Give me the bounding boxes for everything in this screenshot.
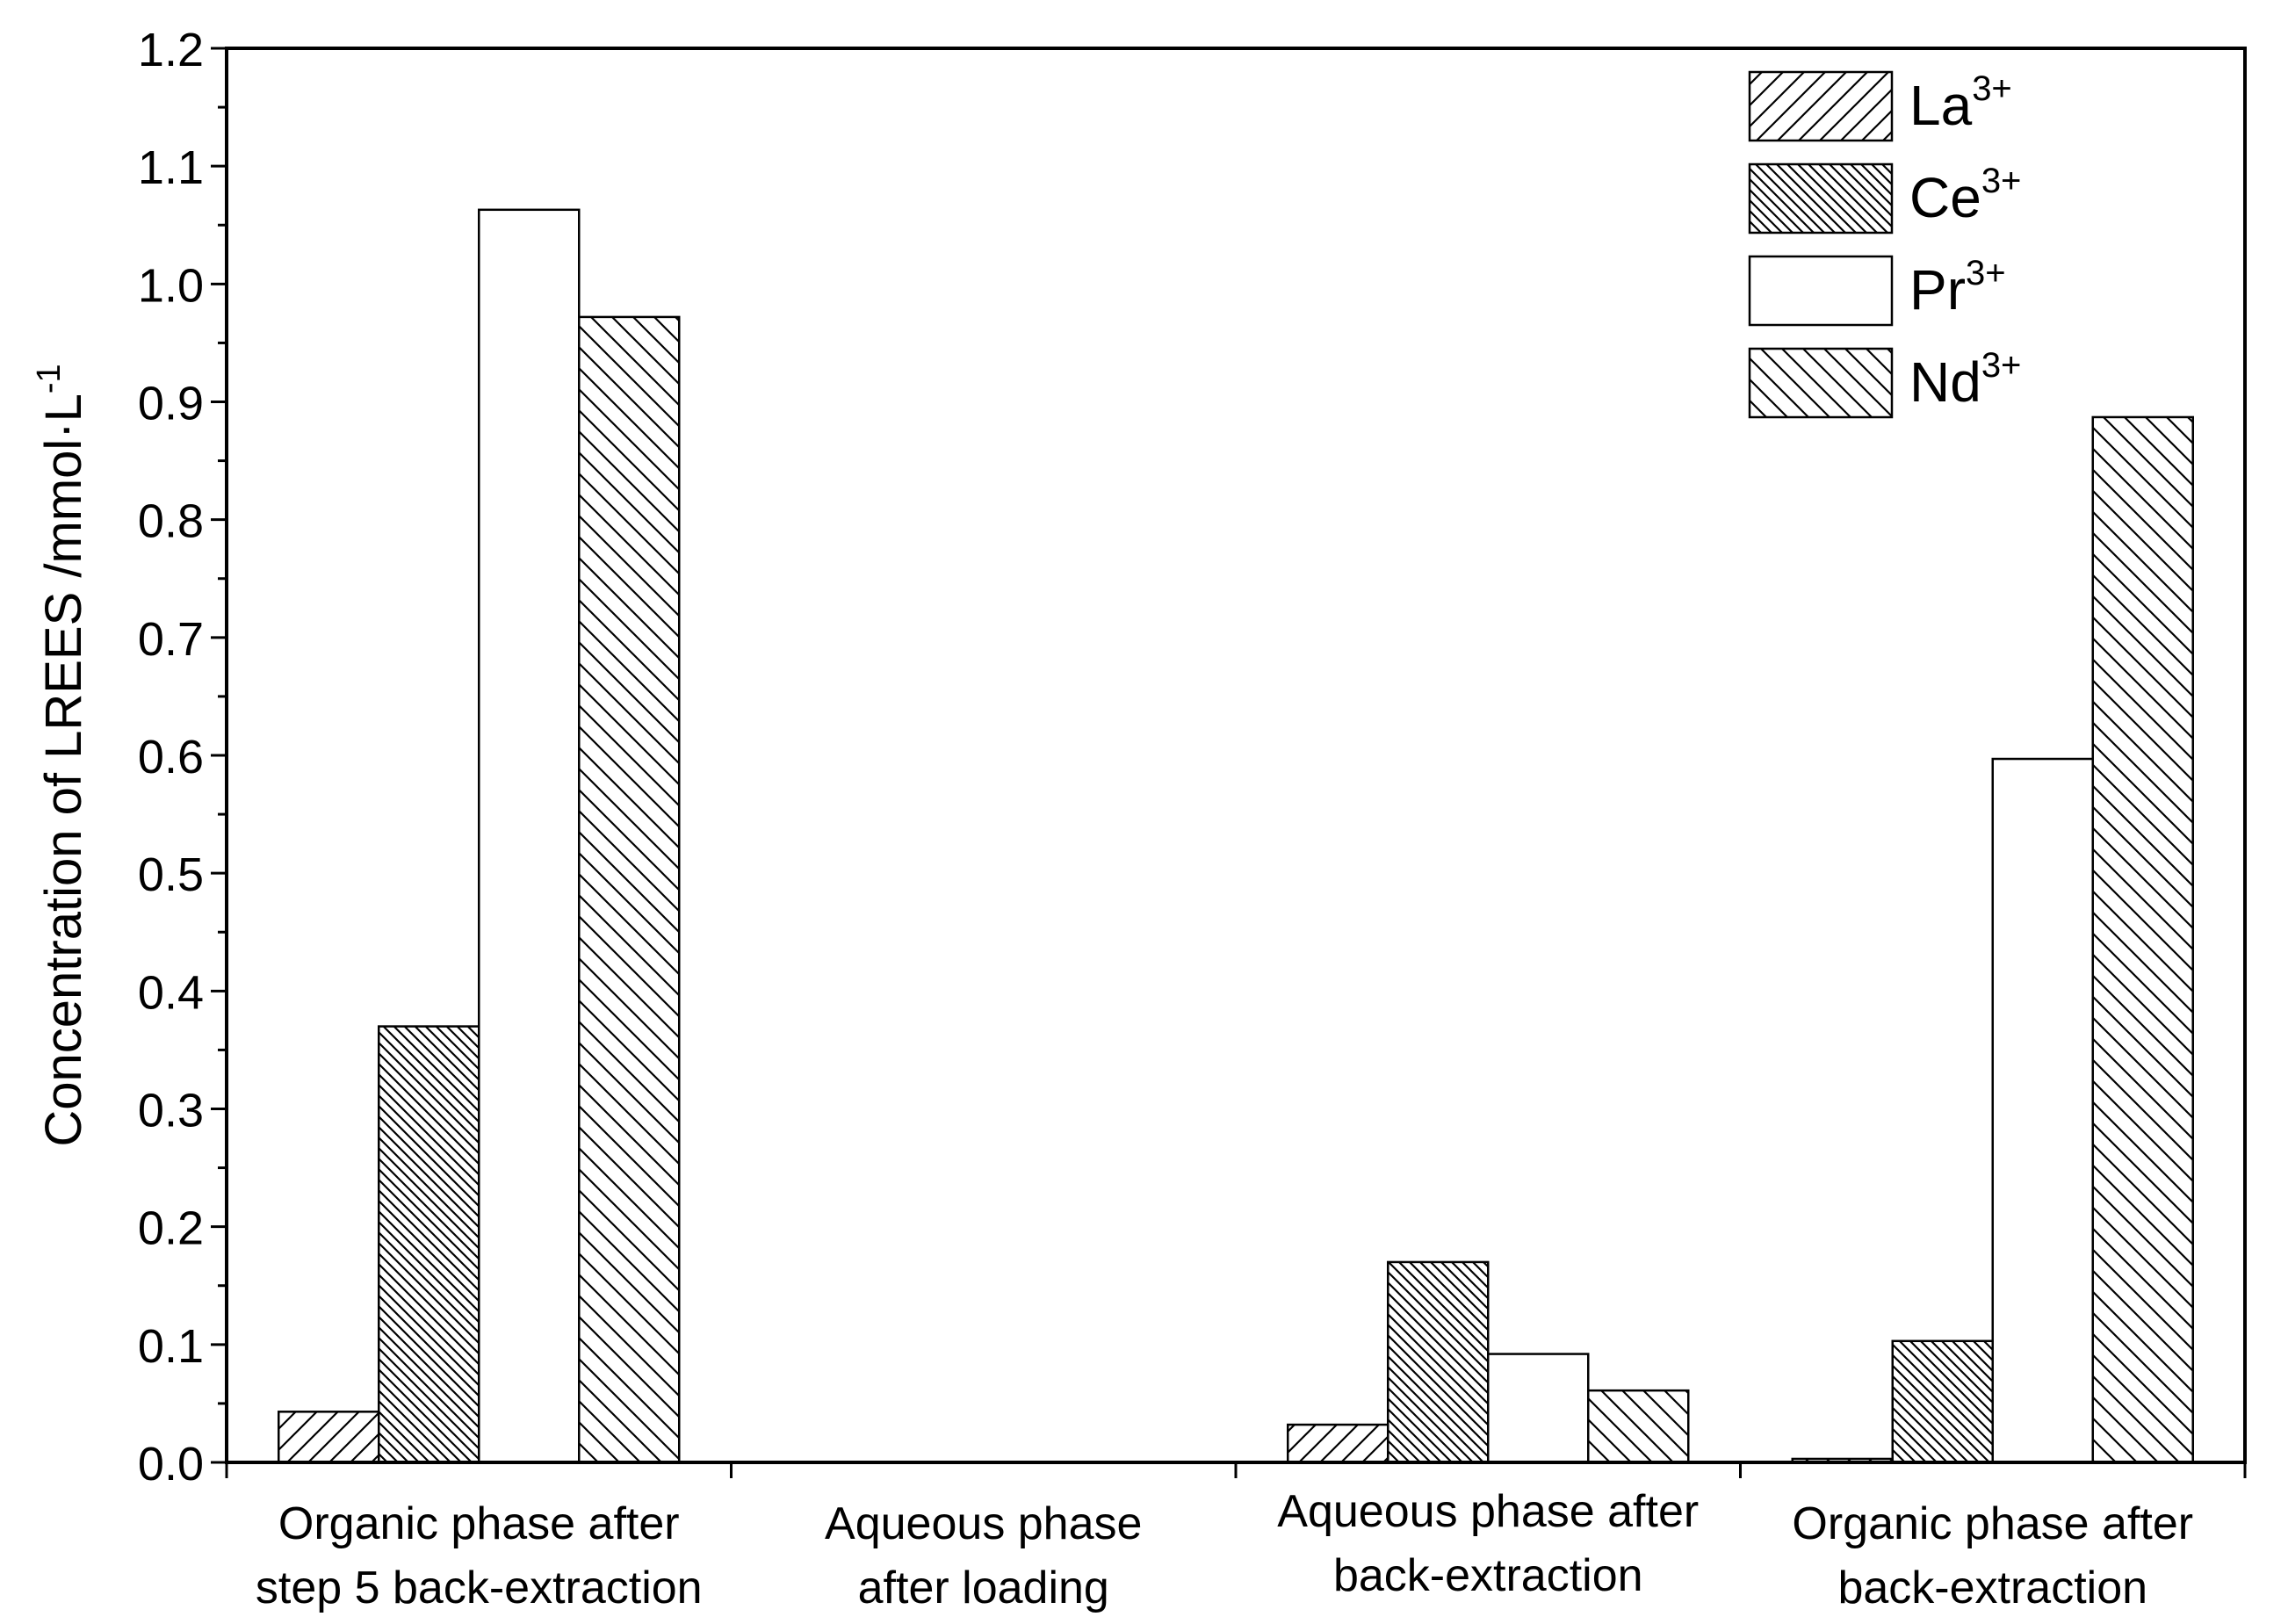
x-category-label: after loading xyxy=(858,1563,1109,1613)
legend-label-superscript: 3+ xyxy=(1981,162,2022,200)
bars xyxy=(278,208,2194,1464)
bar-ce-1 xyxy=(378,1025,480,1464)
x-category-label: Organic phase after xyxy=(278,1498,680,1549)
x-category-label: Organic phase after xyxy=(1792,1498,2193,1549)
y-tick-label: 1.0 xyxy=(138,259,204,312)
legend-label-ce: Ce3+ xyxy=(1909,162,2021,229)
y-tick-label: 0.4 xyxy=(138,966,204,1019)
bar-pr-4 xyxy=(1991,757,2094,1464)
y-tick-label: 0.9 xyxy=(138,378,204,430)
y-tick-label: 1.1 xyxy=(138,141,204,194)
y-tick-label: 0.7 xyxy=(138,613,204,666)
bar-pr-3 xyxy=(1487,1353,1590,1464)
legend-swatch-la xyxy=(1748,70,1894,142)
bar-pr-1 xyxy=(478,208,581,1464)
bar-nd-1 xyxy=(578,315,681,1464)
legend: La3+Ce3+Pr3+Nd3+ xyxy=(1748,69,2021,419)
legend-label-nd: Nd3+ xyxy=(1909,346,2021,414)
bar-nd-3 xyxy=(1587,1389,1690,1464)
y-tick-label: 0.1 xyxy=(138,1320,204,1373)
legend-swatch-ce xyxy=(1748,162,1894,235)
bar-nd-4 xyxy=(2091,415,2194,1464)
legend-label-text: Pr xyxy=(1909,258,1966,321)
legend-label-text: La xyxy=(1909,74,1973,137)
y-tick-label: 0.0 xyxy=(138,1438,204,1490)
y-axis-title-text: Concentration of LREES /mmol·L xyxy=(35,393,92,1146)
x-category-label: step 5 back-extraction xyxy=(256,1563,703,1613)
legend-label-superscript: 3+ xyxy=(1981,346,2022,385)
legend-label-pr: Pr3+ xyxy=(1909,254,2006,321)
y-axis-title: Concentration of LREES /mmol·L-1 xyxy=(31,364,92,1146)
x-category-label: Aqueous phase after xyxy=(1277,1486,1699,1537)
y-axis: 0.0 0.1 0.2 0.3 0.4 0.5 0.6 0.7 0.8 0.9 1.0 1.1 1.2 xyxy=(138,24,227,1490)
y-tick-label: 0.6 xyxy=(138,731,204,783)
legend-swatch-nd xyxy=(1748,347,1894,419)
bar-la-1 xyxy=(278,1411,380,1464)
x-category-label: back-extraction xyxy=(1333,1550,1643,1601)
x-category-label: Aqueous phase xyxy=(825,1498,1142,1549)
y-tick-label: 0.5 xyxy=(138,848,204,901)
bar-la-3 xyxy=(1287,1423,1389,1464)
y-tick-label: 0.8 xyxy=(138,495,204,548)
legend-label-la: La3+ xyxy=(1909,69,2012,137)
x-category-label: back-extraction xyxy=(1837,1563,2147,1613)
bar-ce-4 xyxy=(1891,1339,1994,1464)
y-tick-label: 0.3 xyxy=(138,1085,204,1137)
legend-label-text: Nd xyxy=(1909,350,1981,414)
y-tick-label: 1.2 xyxy=(138,24,204,76)
y-axis-title-superscript: -1 xyxy=(31,364,68,393)
bar-ce-3 xyxy=(1387,1260,1490,1464)
y-tick-label: 0.2 xyxy=(138,1202,204,1255)
x-axis: Organic phase after step 5 back-extractio… xyxy=(225,1462,2247,1613)
legend-swatch-pr xyxy=(1748,255,1894,327)
legend-label-superscript: 3+ xyxy=(1966,254,2006,292)
legend-label-superscript: 3+ xyxy=(1972,69,2012,108)
legend-label-text: Ce xyxy=(1909,166,1981,229)
